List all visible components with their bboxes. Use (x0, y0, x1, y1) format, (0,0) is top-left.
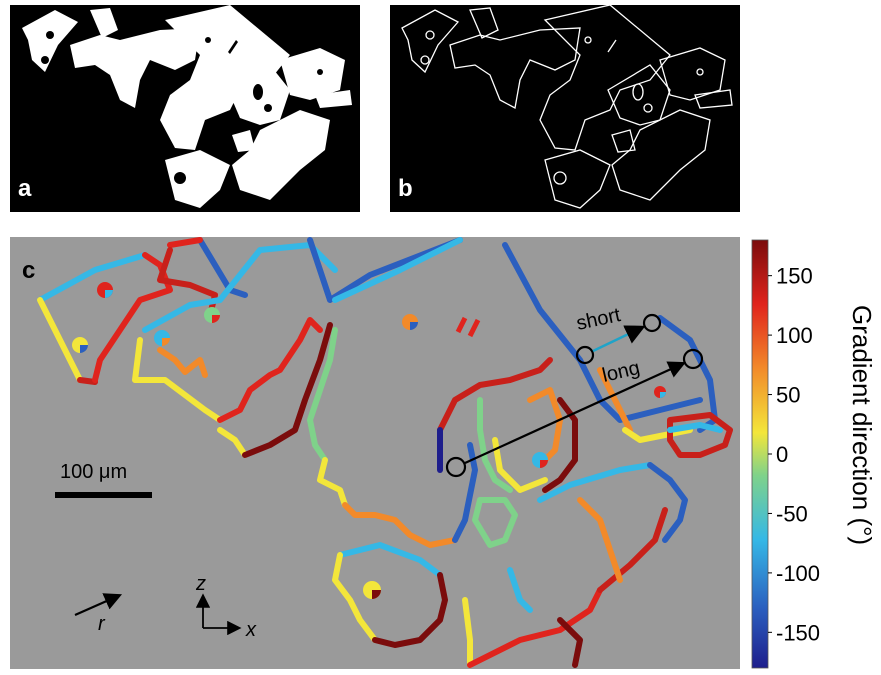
r-label: r (98, 613, 106, 635)
panel-b-letter: b (398, 175, 413, 202)
scale-bar-line (55, 492, 152, 498)
short-start-marker (575, 345, 595, 365)
colorbar-tick-label: -50 (776, 501, 808, 526)
coordinate-axes: z x (195, 573, 257, 641)
edge-gradient-traces (37, 237, 733, 668)
colorbar: 150 100 50 0 -50 -100 -150 Gradient direction … (751, 239, 877, 669)
colorbar-tick-label: 100 (776, 323, 813, 348)
scale-bar: 100 μm (55, 461, 152, 498)
panel-c-letter: c (22, 257, 35, 284)
mask-shapes (22, 5, 352, 208)
panel-b: b (390, 4, 740, 212)
edge-outlines (401, 4, 733, 209)
z-axis-label: z (195, 573, 206, 595)
colorbar-label: Gradient direction (°) (847, 305, 877, 545)
panel-a-letter: a (18, 175, 32, 202)
colorbar-tick-label: 150 (776, 264, 813, 289)
panel-c: short long 100 μm r z x c (10, 237, 740, 669)
colorbar-tick-label: -100 (776, 561, 820, 586)
colorbar-tick-label: 50 (776, 383, 800, 408)
colorbar-ticks: 150 100 50 0 -50 -100 -150 (768, 264, 820, 645)
r-direction-indicator: r (74, 593, 123, 635)
colorbar-tick-label: -150 (776, 620, 820, 645)
long-arrow (464, 361, 687, 465)
panel-a: a (10, 5, 360, 212)
panel-c-background (10, 237, 740, 669)
x-axis-label: x (245, 619, 257, 641)
colorbar-gradient (751, 239, 769, 669)
short-arrow (592, 325, 646, 353)
colorbar-tick-label: 0 (776, 442, 788, 467)
circular-features (72, 282, 666, 599)
short-end-marker (642, 313, 662, 333)
r-arrow (74, 593, 123, 617)
scale-bar-label: 100 μm (60, 461, 127, 483)
long-start-marker (445, 456, 467, 478)
long-end-marker (682, 348, 704, 370)
